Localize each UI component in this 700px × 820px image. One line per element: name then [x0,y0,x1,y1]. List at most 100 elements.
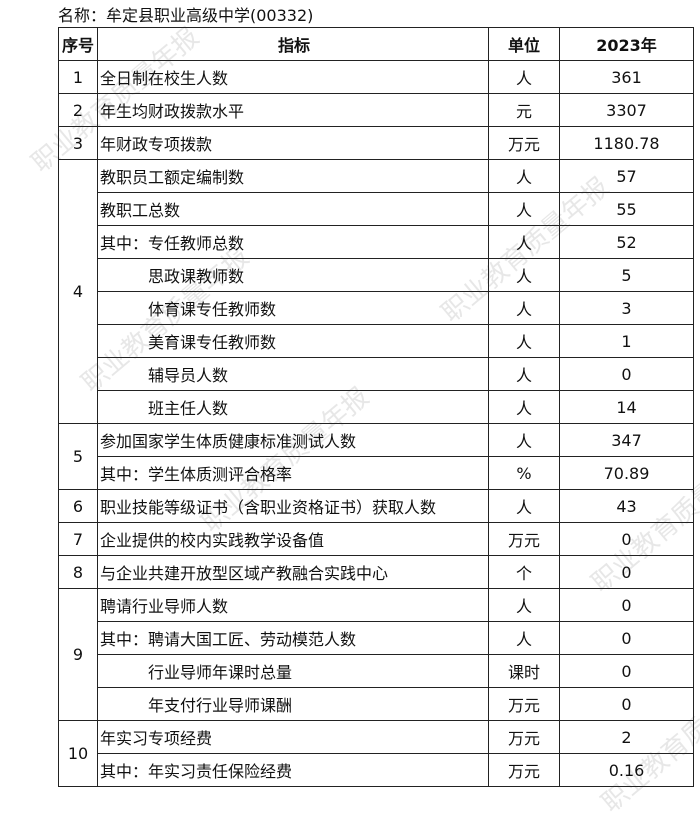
table-row: 7 企业提供的校内实践教学设备值 万元 0 [58,522,694,556]
indicator-cell: 体育课专任教师数 [97,291,489,325]
unit-cell: 人 [488,423,560,457]
value-cell: 52 [559,225,694,259]
indicator-cell: 教职工总数 [97,192,489,226]
indicator-table: 序号 指标 单位 2023年 1 全日制在校生人数人 361 2 年生均财政拨款水平元 3… [58,27,694,787]
table-row: 6 职业技能等级证书（含职业资格证书）获取人数人 43 [58,489,694,523]
indicator-cell: 其中：学生体质测评合格率 [97,456,489,490]
table-row: 教职工总数人 55 [59,192,694,226]
value-cell: 0 [559,555,694,589]
table-row: 3 年财政专项拨款 万元 1180.78 [58,126,694,160]
table-row: 辅导员人数人 0 [59,357,694,391]
table-row: 其中：专任教师总数人 52 [59,225,694,259]
value-cell: 0 [559,588,694,622]
value-cell: 5 [559,258,694,292]
unit-cell: 课时 [488,654,560,688]
header-year: 2023年 [559,27,694,61]
indicator-cell: 职业技能等级证书（含职业资格证书）获取人数 [97,489,489,523]
indicator-cell: 其中：专任教师总数 [97,225,489,259]
row-number: 2 [58,93,98,127]
value-cell: 0 [559,621,694,655]
table-row: 行业导师年课时总量 课时 0 [59,654,694,688]
value-cell: 0 [559,687,694,721]
unit-cell: 人 [488,390,560,424]
table-row: 美育课专任教师数人 1 [59,324,694,358]
value-cell: 2 [559,720,694,754]
unit-cell: 人 [488,489,560,523]
header-unit: 单位 [488,27,560,61]
unit-cell: 人 [488,324,560,358]
indicator-cell: 年生均财政拨款水平 [97,93,489,127]
indicator-cell: 年支付行业导师课酬 [97,687,489,721]
unit-cell: 个 [488,555,560,589]
indicator-cell: 聘请行业导师人数 [97,588,489,622]
indicator-cell: 参加国家学生体质健康标准测试人数 [97,423,489,457]
value-cell: 57 [559,159,694,193]
indicator-cell: 教职员工额定编制数 [97,159,489,193]
unit-cell: 人 [488,291,560,325]
row-number: 4 [58,159,98,424]
table-header-row: 序号 指标 单位 2023年 [58,27,694,61]
table-row: 8 与企业共建开放型区域产教融合实践中心个 0 [58,555,694,589]
table-row: 其中：学生体质测评合格率% 70.89 [59,456,694,490]
value-cell: 361 [559,60,694,94]
value-cell: 43 [559,489,694,523]
unit-cell: 万元 [488,753,560,787]
value-cell: 70.89 [559,456,694,490]
indicator-cell: 其中：聘请大国工匠、劳动模范人数 [97,621,489,655]
table-row: 其中：年实习责任保险经费 万元 0.16 [59,753,694,787]
table-row: 10 年实习专项经费 万元 2 [58,720,694,787]
indicator-cell: 年实习专项经费 [97,720,489,754]
table-row: 思政课教师数人 5 [59,258,694,292]
unit-cell: 人 [488,357,560,391]
value-cell: 3307 [559,93,694,127]
indicator-cell: 辅导员人数 [97,357,489,391]
table-row: 1 全日制在校生人数人 361 [58,60,694,94]
table-row: 班主任人数人 14 [59,390,694,424]
table-row: 5 参加国家学生体质健康标准测试人数人 347 [58,423,694,490]
table-row: 年支付行业导师课酬 万元 0 [59,687,694,721]
indicator-cell: 全日制在校生人数 [97,60,489,94]
unit-cell: 万元 [488,522,560,556]
unit-cell: 元 [488,93,560,127]
header-no: 序号 [58,27,98,61]
unit-cell: 万元 [488,687,560,721]
unit-cell: 人 [488,192,560,226]
indicator-cell: 美育课专任教师数 [97,324,489,358]
value-cell: 14 [559,390,694,424]
indicator-cell: 行业导师年课时总量 [97,654,489,688]
indicator-cell: 企业提供的校内实践教学设备值 [97,522,489,556]
value-cell: 1 [559,324,694,358]
indicator-cell: 思政课教师数 [97,258,489,292]
value-cell: 347 [559,423,694,457]
unit-cell: 万元 [488,126,560,160]
table-row: 2 年生均财政拨款水平元 3307 [58,93,694,127]
value-cell: 55 [559,192,694,226]
indicator-cell: 年财政专项拨款 [97,126,489,160]
row-number: 6 [58,489,98,523]
unit-cell: 人 [488,225,560,259]
unit-cell: % [488,456,560,490]
row-number: 1 [58,60,98,94]
unit-cell: 人 [488,258,560,292]
table-row: 4 教职员工额定编制数人 57 [58,159,694,424]
row-number: 3 [58,126,98,160]
row-number: 5 [58,423,98,490]
value-cell: 1180.78 [559,126,694,160]
table-row: 体育课专任教师数人 3 [59,291,694,325]
row-number: 8 [58,555,98,589]
indicator-cell: 班主任人数 [97,390,489,424]
school-name-title: 名称：牟定县职业高级中学(00332) [58,6,314,25]
table-row: 9 聘请行业导师人数人 0 [58,588,694,721]
value-cell: 0.16 [559,753,694,787]
indicator-cell: 其中：年实习责任保险经费 [97,753,489,787]
indicator-cell: 与企业共建开放型区域产教融合实践中心 [97,555,489,589]
value-cell: 0 [559,654,694,688]
unit-cell: 人 [488,159,560,193]
row-number: 10 [58,720,98,787]
value-cell: 0 [559,522,694,556]
row-number: 9 [58,588,98,721]
unit-cell: 万元 [488,720,560,754]
row-number: 7 [58,522,98,556]
value-cell: 0 [559,357,694,391]
unit-cell: 人 [488,60,560,94]
